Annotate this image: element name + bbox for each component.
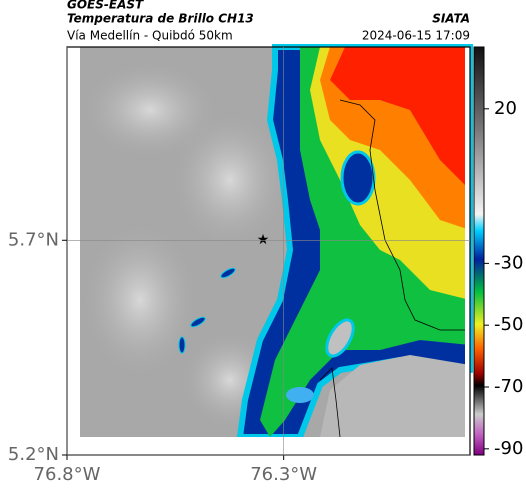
colorbar-tick-label: 20 xyxy=(494,98,517,119)
title: Temperatura de Brillo CH13 xyxy=(67,12,254,26)
subtitle: Vía Medellín - Quibdó 50km xyxy=(67,29,233,43)
x-tick-label: 76.8°W xyxy=(34,464,101,485)
org: SIATA xyxy=(432,12,470,26)
colorbar xyxy=(473,46,485,456)
satellite-image: ★ xyxy=(67,44,473,455)
source: GOES-EAST xyxy=(67,0,144,12)
x-tick-label: 76.3°W xyxy=(250,464,317,485)
colorbar-tick-label: -30 xyxy=(494,252,523,273)
colorbar-tick-label: -70 xyxy=(494,376,523,397)
datetime: 2024-06-15 17:09 xyxy=(362,29,470,43)
colorbar-tick-label: -50 xyxy=(494,314,523,335)
colorbar-tick-label: -90 xyxy=(494,438,523,459)
y-tick-label: 5.2°N xyxy=(8,444,59,465)
y-tick-label: 5.7°N xyxy=(8,229,59,250)
